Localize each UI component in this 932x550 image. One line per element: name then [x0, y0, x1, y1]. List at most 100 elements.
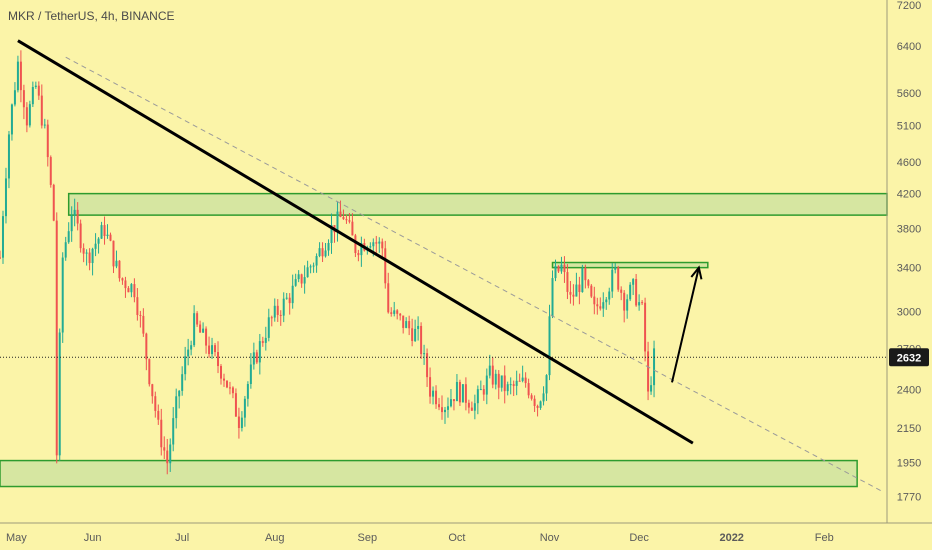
candle-body	[288, 297, 291, 304]
price-tick-label: 2150	[897, 423, 921, 435]
candle-body	[381, 241, 384, 249]
candle-body	[512, 384, 515, 386]
candle-body	[602, 302, 605, 309]
candle-body	[234, 393, 237, 417]
candle-body	[653, 348, 656, 386]
candle-body	[467, 402, 470, 408]
candle-body	[647, 351, 650, 392]
candle-body	[360, 243, 363, 256]
candle-body	[264, 337, 267, 343]
candle-body	[375, 242, 378, 244]
candle-body	[1, 216, 4, 258]
candle-body	[491, 365, 494, 385]
candle-body	[103, 225, 106, 237]
candle-body	[228, 387, 231, 389]
candle-body	[309, 266, 312, 268]
candle-body	[193, 313, 196, 346]
price-tick-label: 5600	[897, 88, 921, 100]
candle-body	[130, 284, 133, 293]
time-tick-label: Aug	[265, 532, 285, 544]
candle-body	[184, 356, 187, 375]
candle-body	[246, 384, 249, 399]
price-tick-label: 5100	[897, 121, 921, 133]
candle-body	[443, 409, 446, 413]
candle-body	[40, 95, 43, 126]
candle-body	[408, 321, 411, 329]
candle-body	[494, 373, 497, 385]
candle-body	[214, 345, 217, 353]
candle-body	[112, 240, 115, 267]
candle-body	[446, 406, 449, 410]
price-tick-label: 1770	[897, 491, 921, 503]
candle-body	[509, 384, 512, 386]
candle-body	[61, 257, 64, 333]
candle-body	[578, 284, 581, 293]
candle-body	[369, 246, 372, 248]
candle-body	[551, 278, 554, 317]
candle-body	[458, 381, 461, 403]
candle-body	[166, 450, 169, 464]
projection-arrow-shaft	[670, 267, 700, 383]
candle-body	[145, 333, 148, 360]
candle-body	[411, 328, 414, 341]
projection-arrow-head	[690, 265, 703, 280]
candle-body	[79, 223, 82, 249]
candle-body	[190, 345, 193, 350]
candle-body	[252, 352, 255, 365]
candle-body	[52, 184, 55, 221]
candle-body	[557, 266, 560, 272]
candle-body	[605, 299, 608, 303]
candle-body	[575, 284, 578, 297]
candle-body	[187, 349, 190, 357]
candle-body	[330, 225, 333, 244]
candle-body	[423, 353, 426, 355]
candle-body	[599, 306, 602, 309]
candle-body	[142, 315, 145, 334]
candle-body	[449, 399, 452, 407]
candle-body	[240, 417, 243, 429]
time-tick-label: Jun	[84, 532, 102, 544]
candle-body	[417, 325, 420, 329]
candle-body	[476, 389, 479, 404]
candle-body	[596, 304, 599, 307]
candle-body	[279, 314, 282, 316]
candle-body	[276, 305, 279, 315]
candle-body	[455, 381, 458, 402]
candle-body	[479, 389, 482, 391]
candle-body	[43, 124, 46, 126]
candles-layer	[0, 50, 656, 475]
candle-body	[351, 221, 354, 236]
candle-body	[178, 390, 181, 397]
candle-body	[503, 375, 506, 392]
candle-body	[19, 61, 22, 91]
price-tick-label: 7200	[897, 0, 921, 12]
time-tick-label: Nov	[540, 532, 560, 544]
candle-body	[91, 248, 94, 264]
candle-body	[237, 416, 240, 429]
time-tick-label: Jul	[175, 532, 189, 544]
candle-body	[160, 419, 163, 448]
candle-body	[55, 220, 58, 456]
candle-body	[85, 252, 88, 254]
candle-body	[267, 317, 270, 338]
candle-body	[208, 345, 211, 355]
candle-body	[318, 248, 321, 257]
candle-body	[205, 328, 208, 346]
candle-body	[217, 352, 220, 367]
candle-body	[291, 285, 294, 304]
candle-body	[243, 398, 246, 418]
candle-body	[372, 242, 375, 247]
candle-body	[393, 310, 396, 314]
candle-body	[441, 407, 444, 413]
candle-body	[163, 447, 166, 451]
candle-body	[225, 380, 228, 388]
candle-body	[617, 267, 620, 290]
candle-body	[611, 269, 614, 292]
candle-body	[626, 299, 629, 311]
candle-body	[261, 341, 264, 343]
candle-body	[635, 279, 638, 306]
candle-body	[500, 375, 503, 388]
candle-body	[554, 266, 557, 279]
candle-body	[136, 297, 139, 316]
candle-body	[28, 104, 31, 126]
